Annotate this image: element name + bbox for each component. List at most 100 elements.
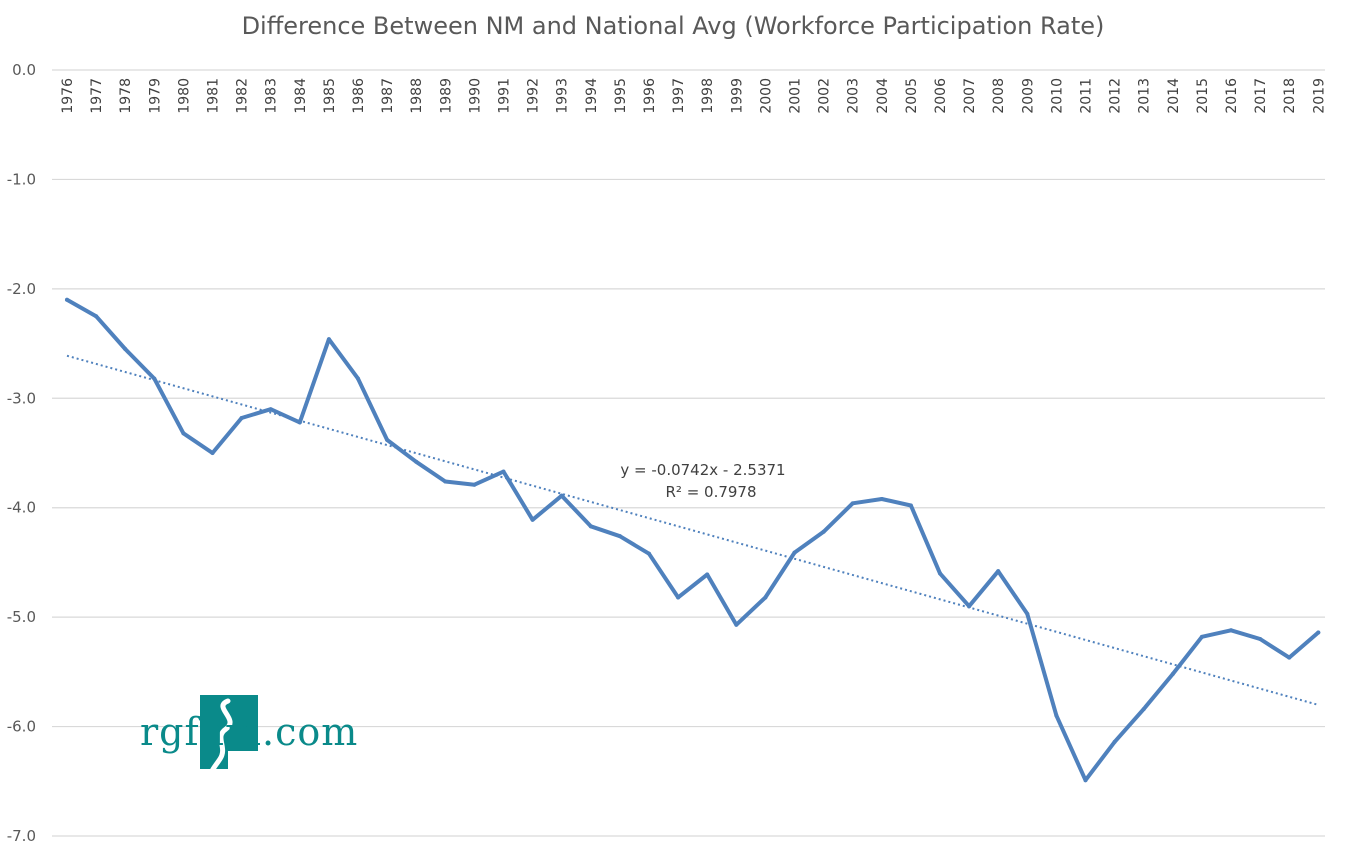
data-point [938, 571, 942, 576]
x-tick-label: 2000 [758, 78, 774, 114]
y-tick-label: -7.0 [7, 827, 36, 844]
data-point [676, 595, 681, 600]
x-tick-label: 2013 [1137, 78, 1153, 114]
x-tick-label: 2016 [1224, 78, 1240, 114]
data-point [734, 622, 739, 627]
series-layer [65, 297, 1321, 783]
x-tick-label: 1999 [729, 78, 745, 114]
series-line [65, 297, 1321, 783]
x-tick-label: 1977 [89, 78, 105, 114]
x-tick-label: 1998 [700, 78, 716, 114]
data-point [821, 529, 826, 534]
x-tick-label: 2008 [991, 78, 1007, 114]
trendline-equation: y = -0.0742x - 2.5371 [620, 461, 785, 479]
x-tick-label: 2010 [1049, 78, 1065, 114]
y-tick-label: -4.0 [7, 499, 36, 517]
data-point [705, 572, 710, 577]
new-mexico-river-icon [200, 695, 258, 773]
x-tick-label: 1985 [322, 78, 338, 114]
x-tick-label: 2017 [1253, 78, 1269, 114]
x-tick-label: 1997 [671, 78, 687, 114]
x-tick-label: 1995 [613, 78, 629, 114]
data-point [996, 569, 1001, 574]
x-tick-label: 2012 [1108, 78, 1124, 114]
data-point [414, 459, 419, 464]
data-point [239, 415, 244, 420]
data-point [326, 337, 331, 342]
data-point [385, 437, 390, 442]
data-point [1199, 634, 1204, 639]
y-tick-label: -6.0 [7, 718, 36, 736]
data-point [268, 407, 273, 412]
data-point [530, 517, 535, 522]
x-tick-label: 1992 [526, 78, 542, 114]
data-point [210, 451, 215, 455]
x-tick-label: 1983 [264, 78, 280, 114]
data-point [152, 376, 157, 381]
x-tick-label: 1978 [118, 78, 134, 114]
data-point [879, 496, 884, 501]
data-point [501, 469, 506, 474]
data-point [559, 493, 564, 498]
x-tick-label: 1980 [176, 78, 192, 114]
x-tick-label: 1981 [206, 78, 222, 114]
x-tick-label: 2004 [875, 78, 891, 114]
x-tick-label: 2015 [1195, 78, 1211, 114]
data-point [1054, 713, 1059, 718]
x-tick-label: 1986 [351, 78, 367, 114]
logo-text: rgfnm.com [140, 710, 359, 754]
data-point [588, 524, 593, 529]
x-tick-label: 2001 [788, 78, 804, 114]
data-point [1141, 707, 1146, 712]
x-tick-label: 1976 [60, 78, 76, 114]
x-tick-label: 2014 [1166, 78, 1182, 114]
x-tick-label: 2009 [1020, 78, 1036, 114]
x-tick-label: 1979 [147, 78, 163, 114]
x-tick-label: 2007 [962, 78, 978, 114]
x-tick-label: 1982 [235, 78, 251, 114]
x-tick-label: 2018 [1282, 78, 1298, 114]
data-point [1287, 655, 1292, 660]
x-tick-label: 2006 [933, 78, 949, 114]
data-point [1083, 778, 1088, 783]
data-point [1258, 637, 1263, 642]
x-tick-label: 2003 [846, 78, 862, 114]
data-point [443, 479, 448, 484]
data-point [850, 501, 855, 506]
y-tick-label: -1.0 [7, 170, 36, 188]
trendline [66, 354, 1319, 706]
x-axis-ticks: 1976 1977 1978 1979 1980 1981 1982 1983 1984 1985… [60, 78, 1327, 114]
data-point [1112, 739, 1117, 744]
data-point [181, 431, 186, 436]
x-tick-label: 2005 [904, 78, 920, 114]
data-point [472, 482, 477, 487]
y-tick-label: -5.0 [7, 608, 36, 626]
trendline-r-squared: R² = 0.7978 [665, 483, 756, 501]
data-point [65, 297, 69, 302]
x-tick-label: 2019 [1311, 78, 1327, 114]
x-tick-label: 1988 [409, 78, 425, 114]
x-tick-label: 1993 [555, 78, 571, 114]
x-tick-label: 1991 [497, 78, 513, 114]
data-point [647, 551, 651, 556]
data-point [908, 503, 913, 508]
gridlines [52, 69, 1325, 837]
trendline-line [66, 354, 1319, 706]
x-tick-label: 1987 [380, 78, 396, 114]
data-point [297, 420, 302, 425]
x-tick-label: 1994 [584, 78, 600, 114]
y-axis-ticks: 0.0 -1.0 -2.0 -3.0 -4.0 -5.0 -6.0 -7.0 [7, 61, 36, 844]
data-point [94, 314, 99, 319]
data-point [356, 376, 360, 381]
data-point [1316, 630, 1321, 635]
data-point [1170, 672, 1175, 677]
x-tick-label: 1996 [642, 78, 658, 114]
data-point [792, 550, 797, 555]
x-tick-label: 1989 [438, 78, 454, 114]
y-tick-label: -3.0 [7, 389, 36, 407]
x-tick-label: 2002 [817, 78, 833, 114]
data-point [1229, 628, 1233, 633]
y-tick-label: -2.0 [7, 280, 36, 298]
data-point [617, 534, 622, 539]
